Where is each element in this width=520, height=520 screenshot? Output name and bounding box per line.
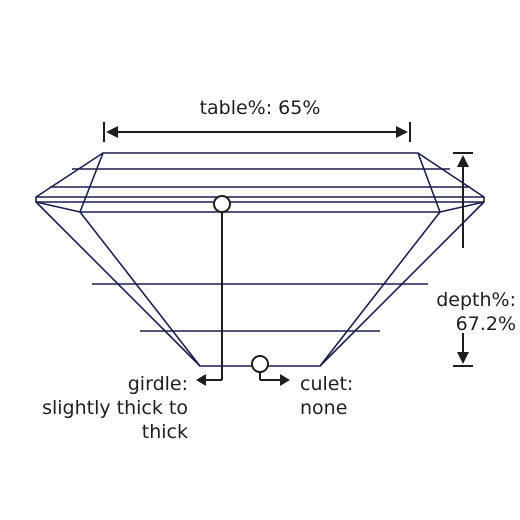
pavilion-facet-left [79, 211, 201, 367]
table-percent-label: table%: 65% [0, 96, 520, 120]
culet-arrow-head [280, 374, 290, 386]
girdle-value-line-1: slightly thick to [42, 397, 188, 419]
depth-percent-label: depth%: 67.2% [436, 288, 516, 336]
culet-label: culet: none [300, 372, 353, 420]
culet-callout [251, 355, 290, 386]
table-arrow-left [106, 126, 118, 138]
depth-dimension [453, 152, 473, 367]
girdle-title: girdle: [127, 373, 188, 395]
girdle-facet-left [35, 201, 81, 213]
depth-value: 67.2% [455, 313, 516, 335]
crown-facet-right [417, 152, 441, 213]
pavilion-facet-right [319, 211, 441, 367]
girdle-callout [196, 195, 231, 386]
gem-silhouette [35, 152, 485, 367]
table-dimension [103, 122, 411, 142]
culet-title: culet: [300, 373, 354, 395]
gem-outline [35, 152, 485, 367]
depth-title: depth%: [436, 289, 516, 311]
table-arrow-right [396, 126, 408, 138]
girdle-marker-circle [213, 195, 231, 213]
girdle-label: girdle: slightly thick to thick [40, 372, 188, 444]
depth-arrow-top [457, 155, 469, 167]
culet-value: none [300, 397, 348, 419]
crown-facet-left [79, 152, 104, 213]
culet-marker-circle [251, 355, 269, 373]
depth-arrow-bottom [457, 352, 469, 364]
girdle-arrow-head [196, 374, 206, 386]
girdle-value-line-2: thick [141, 421, 188, 443]
table-percent-text: table%: 65% [199, 97, 321, 119]
